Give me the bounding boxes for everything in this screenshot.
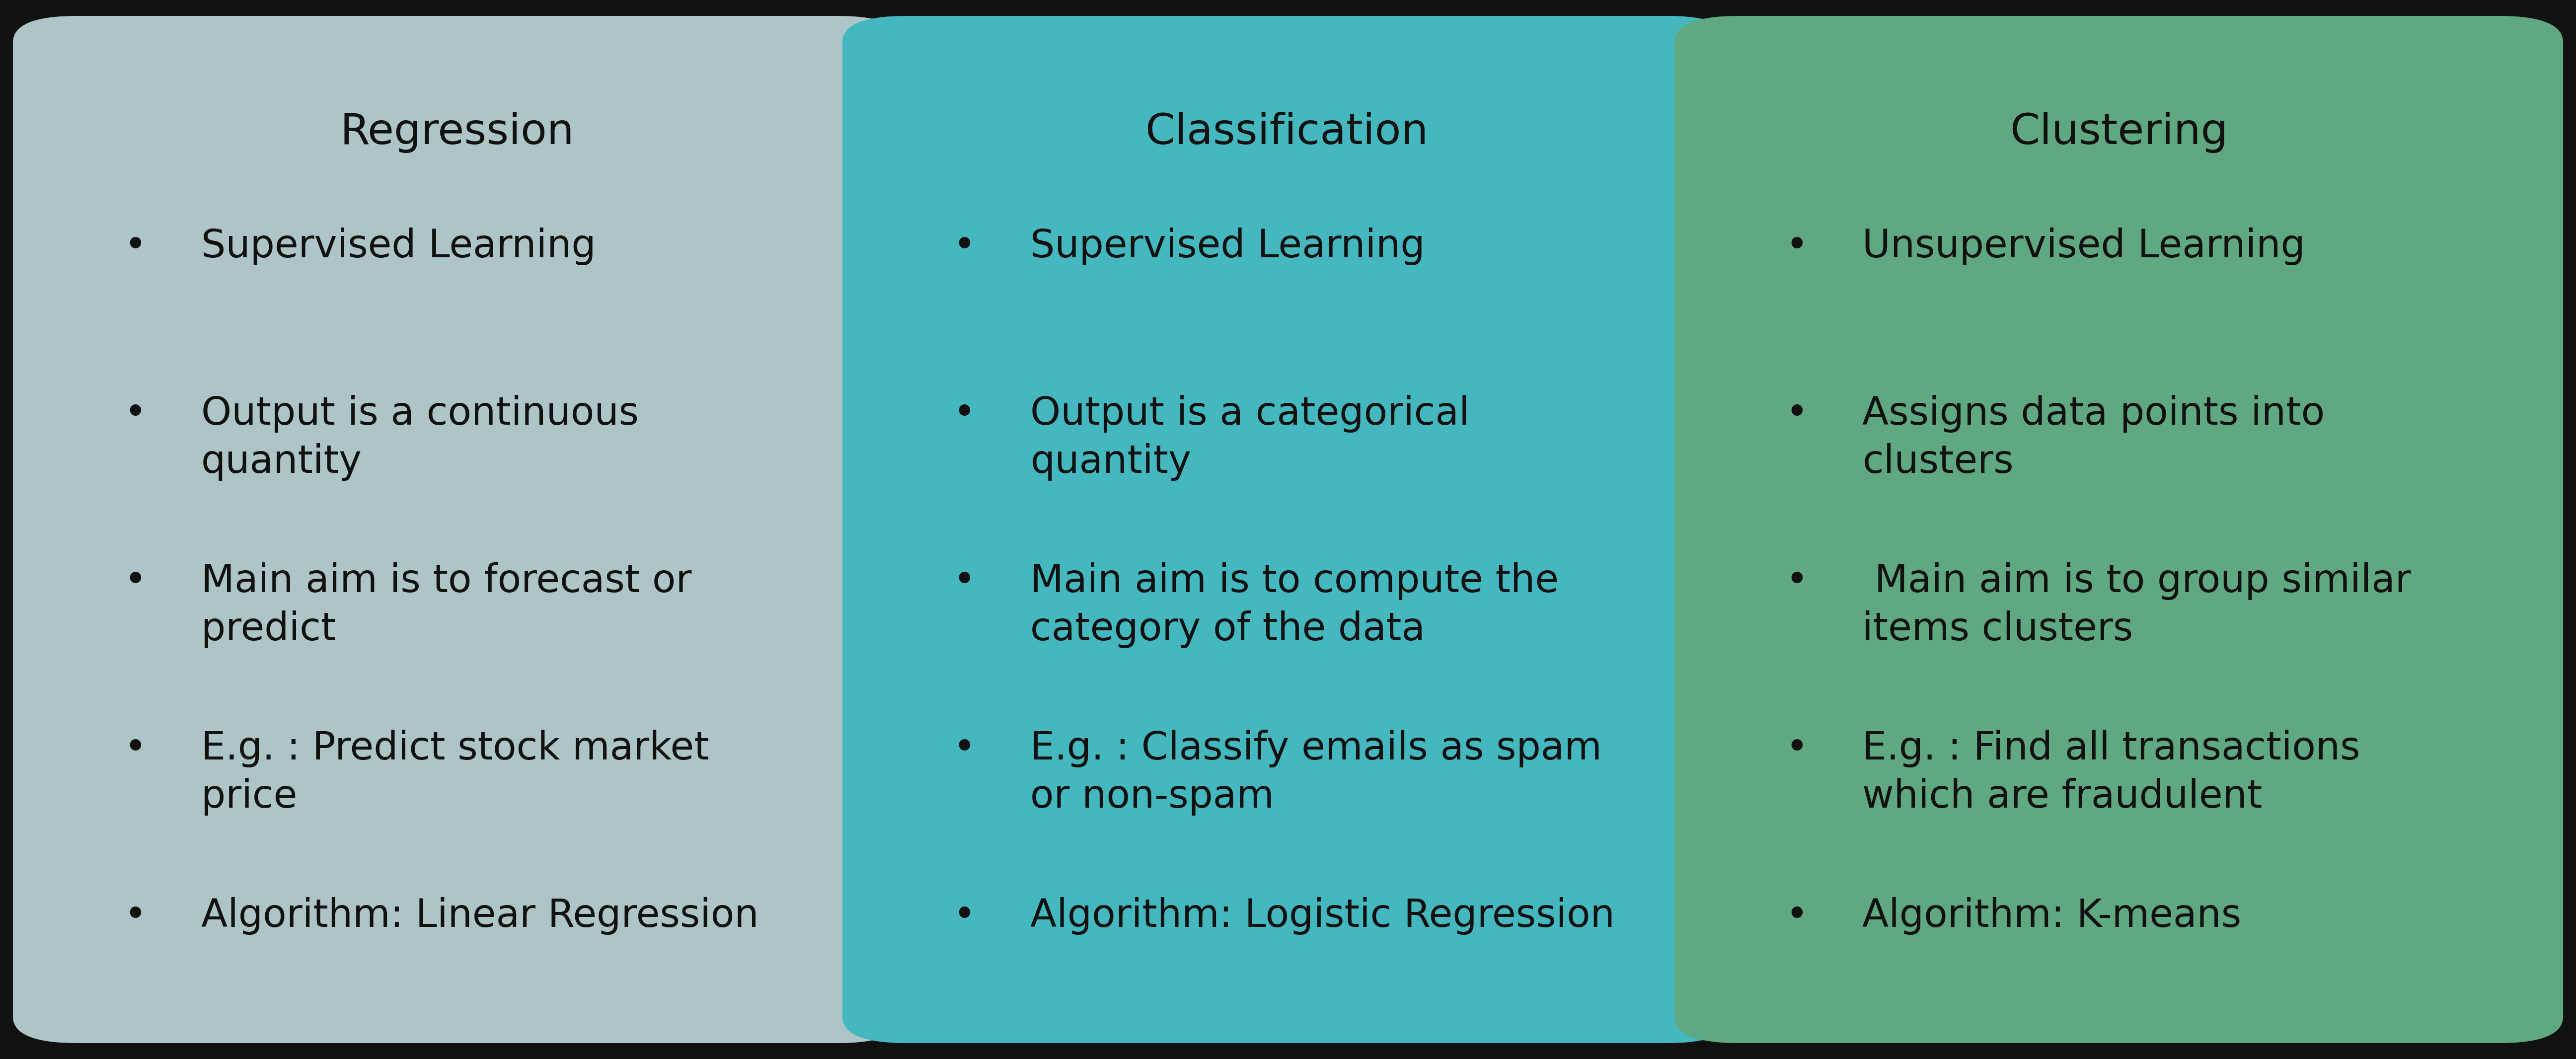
Text: Classification: Classification — [1146, 112, 1427, 152]
Text: •: • — [124, 395, 147, 433]
Text: •: • — [1785, 562, 1808, 600]
Text: Output is a categorical
quantity: Output is a categorical quantity — [1030, 395, 1471, 481]
Text: •: • — [124, 228, 147, 266]
Text: •: • — [953, 897, 976, 935]
Text: Algorithm: K-means: Algorithm: K-means — [1862, 897, 2241, 935]
Text: Assigns data points into
clusters: Assigns data points into clusters — [1862, 395, 2326, 481]
Text: •: • — [953, 228, 976, 266]
Text: Unsupervised Learning: Unsupervised Learning — [1862, 228, 2306, 266]
Text: Regression: Regression — [340, 112, 574, 152]
Text: Algorithm: Logistic Regression: Algorithm: Logistic Regression — [1030, 897, 1615, 935]
Text: Supervised Learning: Supervised Learning — [1030, 228, 1425, 266]
Text: Main aim is to group similar
items clusters: Main aim is to group similar items clust… — [1862, 562, 2411, 648]
Text: •: • — [1785, 730, 1808, 768]
Text: •: • — [953, 395, 976, 433]
Text: Output is a continuous
quantity: Output is a continuous quantity — [201, 395, 639, 481]
FancyBboxPatch shape — [842, 16, 1731, 1043]
Text: •: • — [1785, 395, 1808, 433]
Text: •: • — [124, 730, 147, 768]
Text: •: • — [124, 562, 147, 600]
Text: Algorithm: Linear Regression: Algorithm: Linear Regression — [201, 897, 757, 935]
FancyBboxPatch shape — [1674, 16, 2563, 1043]
Text: E.g. : Classify emails as spam
or non-spam: E.g. : Classify emails as spam or non-sp… — [1030, 730, 1602, 815]
Text: Clustering: Clustering — [2009, 112, 2228, 152]
Text: •: • — [1785, 228, 1808, 266]
Text: •: • — [953, 730, 976, 768]
Text: •: • — [953, 562, 976, 600]
Text: E.g. : Find all transactions
which are fraudulent: E.g. : Find all transactions which are f… — [1862, 730, 2360, 815]
FancyBboxPatch shape — [13, 16, 902, 1043]
Text: Main aim is to compute the
category of the data: Main aim is to compute the category of t… — [1030, 562, 1558, 648]
Text: •: • — [124, 897, 147, 935]
Text: •: • — [1785, 897, 1808, 935]
Text: Main aim is to forecast or
predict: Main aim is to forecast or predict — [201, 562, 690, 648]
Text: E.g. : Predict stock market
price: E.g. : Predict stock market price — [201, 730, 708, 815]
Text: Supervised Learning: Supervised Learning — [201, 228, 595, 266]
